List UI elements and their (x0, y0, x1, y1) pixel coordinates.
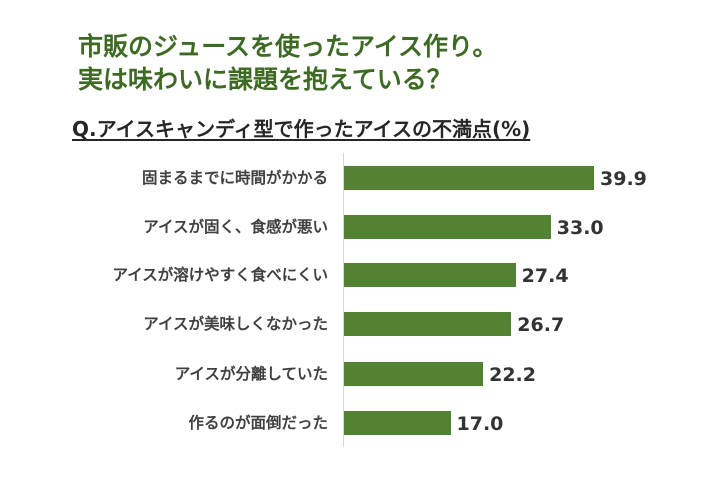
value-label: 26.7 (517, 314, 565, 336)
bar-row: アイスが固く、食感が悪い 33.0 (0, 215, 720, 239)
bar (344, 215, 551, 239)
category-label: アイスが分離していた (174, 365, 328, 383)
bar-row: アイスが分離していた 22.2 (0, 362, 720, 386)
headline: 市販のジュースを使ったアイス作り。 実は味わいに課題を抱えている？ (78, 30, 498, 96)
category-label: アイスが美味しくなかった (143, 315, 328, 333)
bar (344, 362, 484, 386)
category-axis-line (343, 153, 344, 447)
bar (344, 411, 451, 435)
category-label: 作るのが面倒だった (188, 414, 328, 432)
value-label: 17.0 (456, 413, 504, 435)
bar-row: アイスが溶けやすく食べにくい 27.4 (0, 263, 720, 287)
bar (344, 312, 512, 336)
headline-line-1: 市販のジュースを使ったアイス作り。 (78, 32, 498, 61)
category-label: アイスが固く、食感が悪い (143, 218, 328, 236)
bar (344, 166, 594, 190)
chart-title: Q.アイスキャンディ型で作ったアイスの不満点(%) (72, 117, 531, 141)
bar (344, 263, 516, 287)
value-label: 33.0 (556, 217, 604, 239)
value-label: 39.9 (600, 168, 647, 190)
category-label: アイスが溶けやすく食べにくい (112, 266, 328, 284)
bar-row: 作るのが面倒だった 17.0 (0, 411, 720, 435)
bar-row: 固まるまでに時間がかかる 39.9 (0, 166, 720, 190)
headline-line-2: 実は味わいに課題を抱えている？ (78, 65, 452, 94)
value-label: 27.4 (521, 265, 569, 287)
value-label: 22.2 (489, 364, 536, 386)
category-label: 固まるまでに時間がかかる (141, 169, 328, 187)
bar-row: アイスが美味しくなかった 26.7 (0, 312, 720, 336)
